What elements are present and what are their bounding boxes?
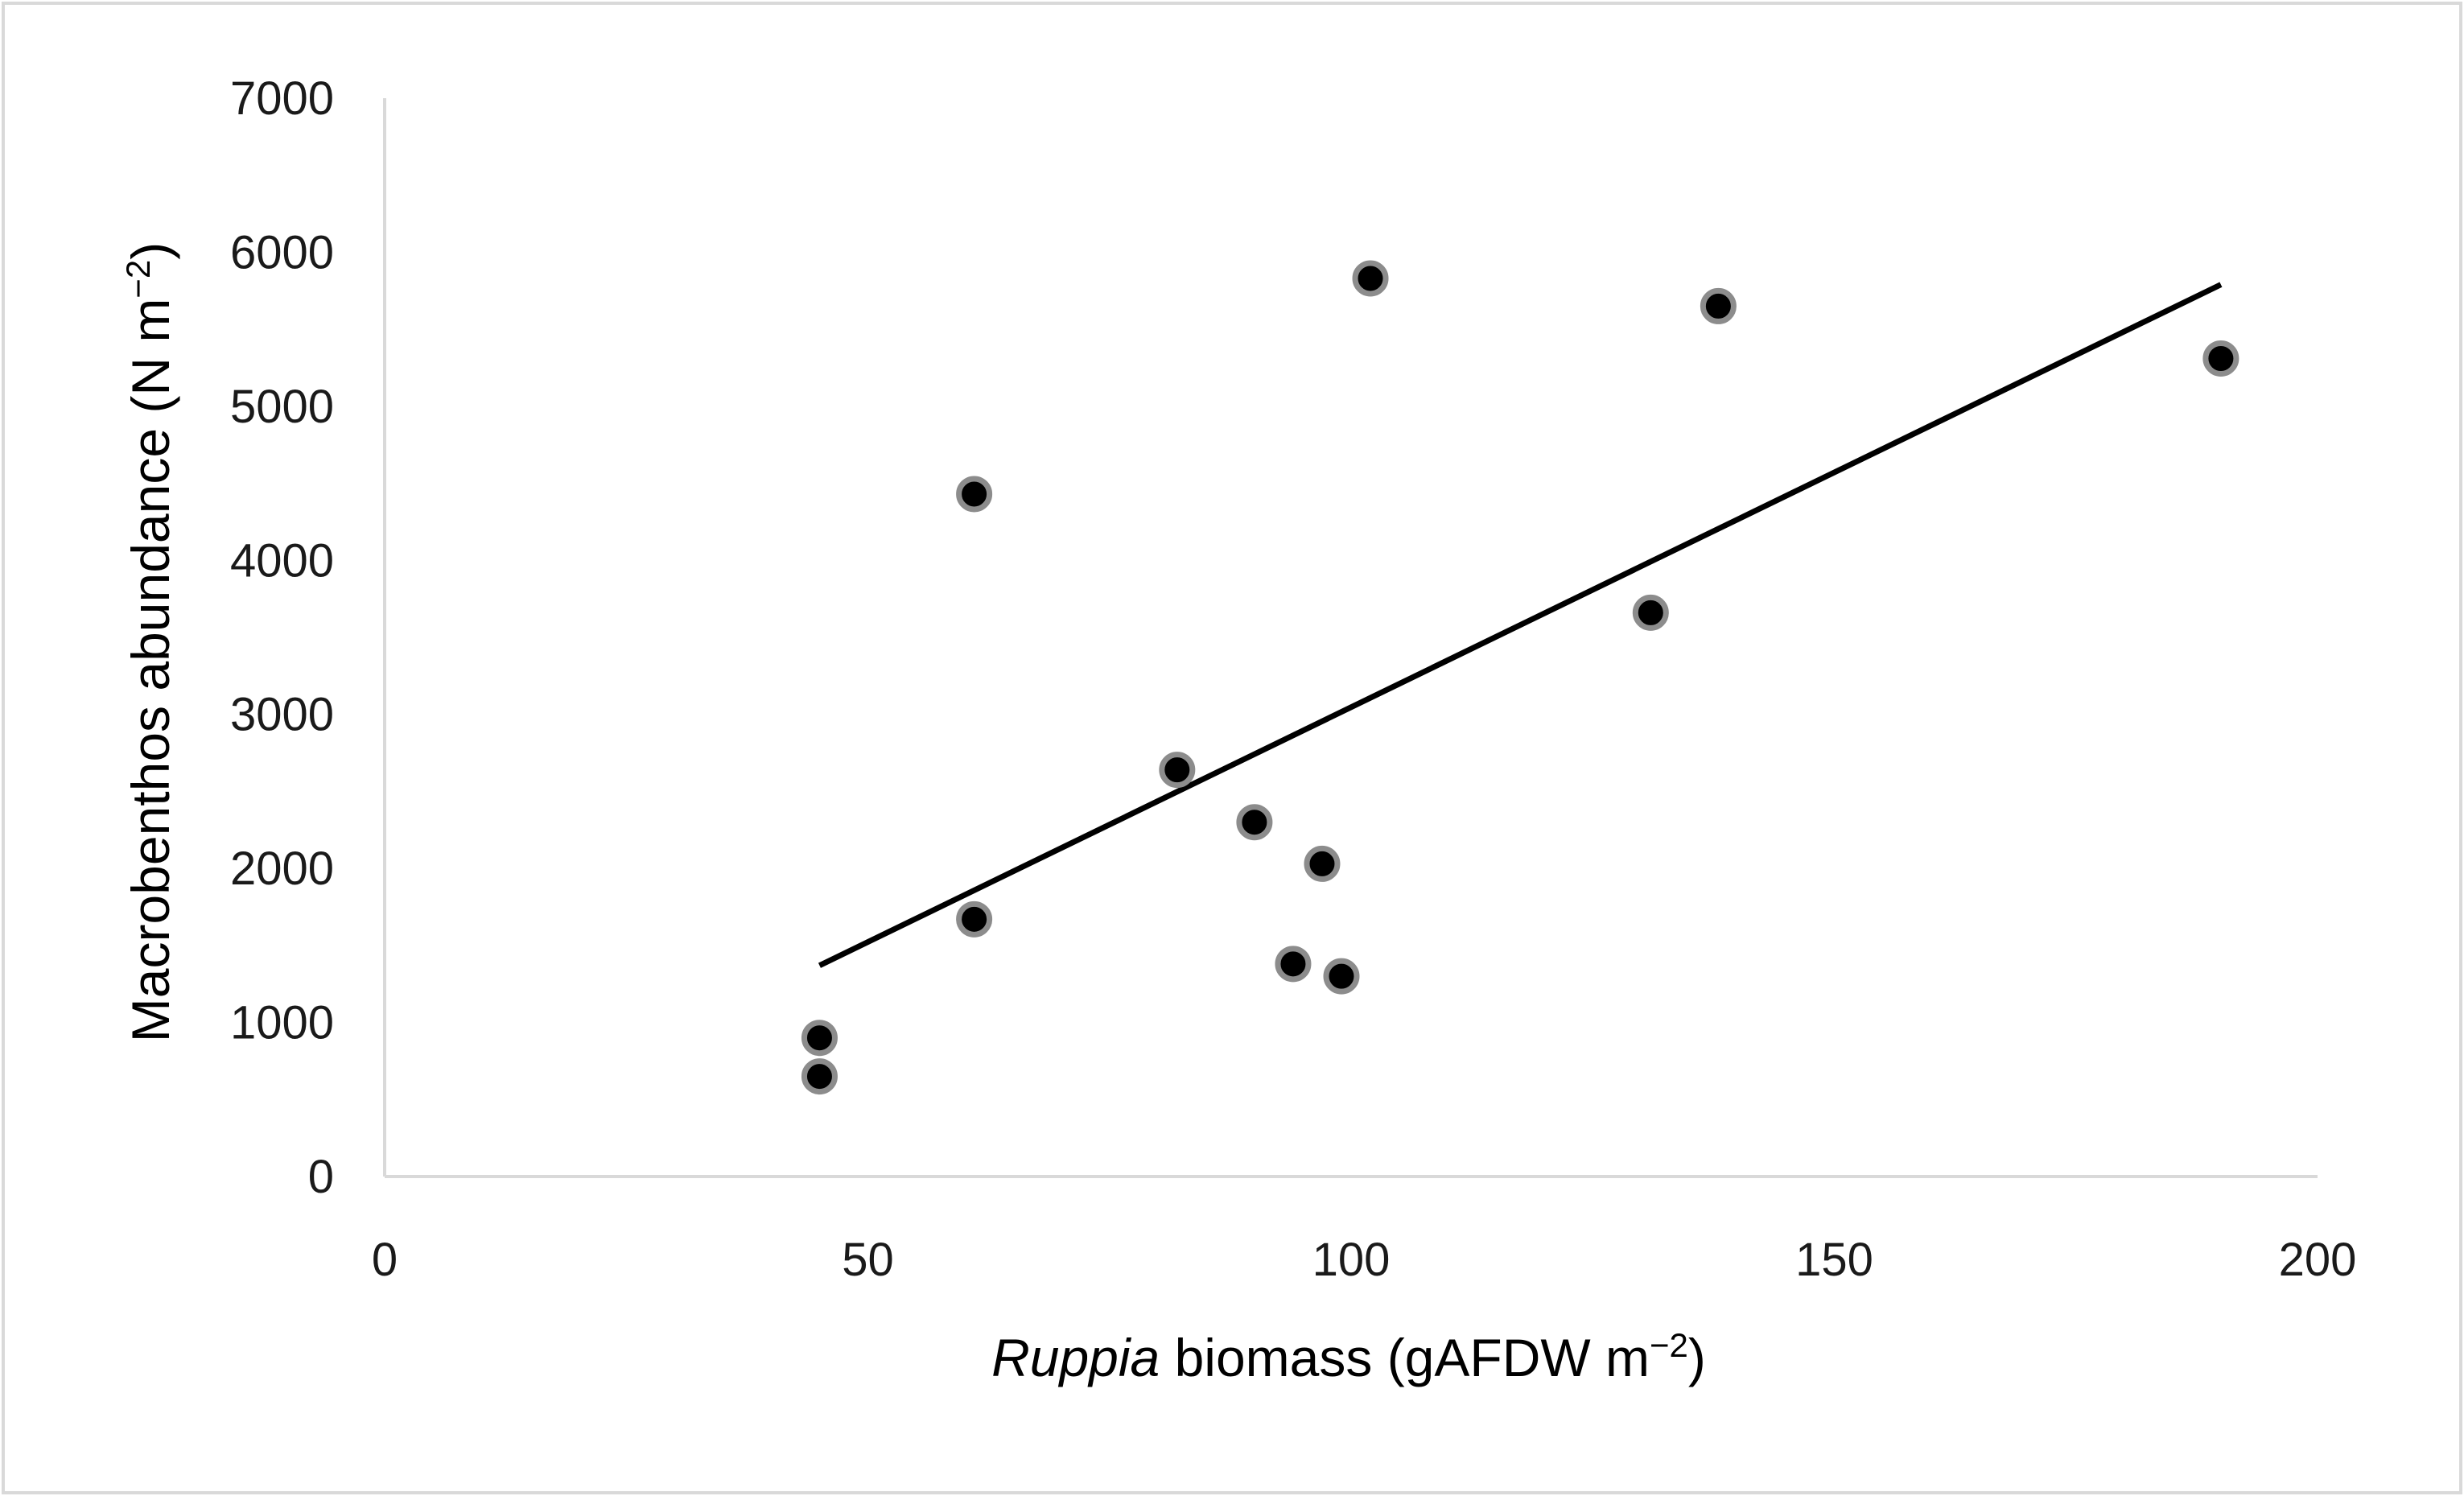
x-tick-label: 100 — [1312, 1234, 1391, 1286]
y-tick-label: 3000 — [230, 689, 334, 741]
y-tick-label: 4000 — [230, 534, 334, 587]
x-tick-label: 0 — [372, 1234, 398, 1286]
y-tick-label: 5000 — [230, 381, 334, 433]
y-tick-label: 7000 — [230, 72, 334, 125]
y-axis-title-text: Macrobenthos abundance (N m — [121, 299, 180, 1043]
y-tick-label: 1000 — [230, 997, 334, 1049]
data-point — [956, 900, 993, 938]
data-point — [956, 476, 993, 513]
data-point — [1700, 287, 1737, 324]
tick-labels: 0 50 100 150 2000100020003000400050006000700… — [230, 72, 2356, 1286]
trendline — [818, 282, 2223, 968]
y-tick-label: 6000 — [230, 226, 334, 278]
x-tick-label: 150 — [1795, 1234, 1873, 1286]
data-point — [1159, 752, 1196, 789]
y-axis-title-superscript: −2 — [119, 260, 157, 299]
x-tick-label: 50 — [842, 1234, 894, 1286]
data-point — [801, 1058, 838, 1095]
data-points — [801, 260, 2239, 1095]
data-point — [1632, 594, 1669, 631]
data-point — [2202, 340, 2239, 377]
x-axis-title-superscript: −2 — [1650, 1326, 1688, 1364]
trendline-group — [818, 282, 2223, 968]
x-axis-title: Ruppia biomass (gAFDW m−2) — [991, 1326, 1706, 1387]
data-point — [1236, 804, 1273, 841]
data-point — [1323, 958, 1360, 995]
x-tick-label: 200 — [2279, 1234, 2357, 1286]
y-tick-label: 0 — [308, 1151, 334, 1203]
y-tick-label: 2000 — [230, 843, 334, 895]
data-point — [1304, 845, 1341, 882]
data-point — [1352, 260, 1389, 297]
axes — [383, 98, 2318, 1178]
y-axis-title-suffix: ) — [121, 242, 180, 260]
data-point — [1275, 946, 1312, 983]
x-axis-title-italic: Ruppia — [991, 1328, 1160, 1387]
data-point — [801, 1020, 838, 1057]
y-axis-title: Macrobenthos abundance (N m−2) — [119, 242, 180, 1042]
x-axis-title-suffix: ) — [1688, 1328, 1706, 1387]
x-axis-title-text: biomass (gAFDW m — [1160, 1328, 1650, 1387]
